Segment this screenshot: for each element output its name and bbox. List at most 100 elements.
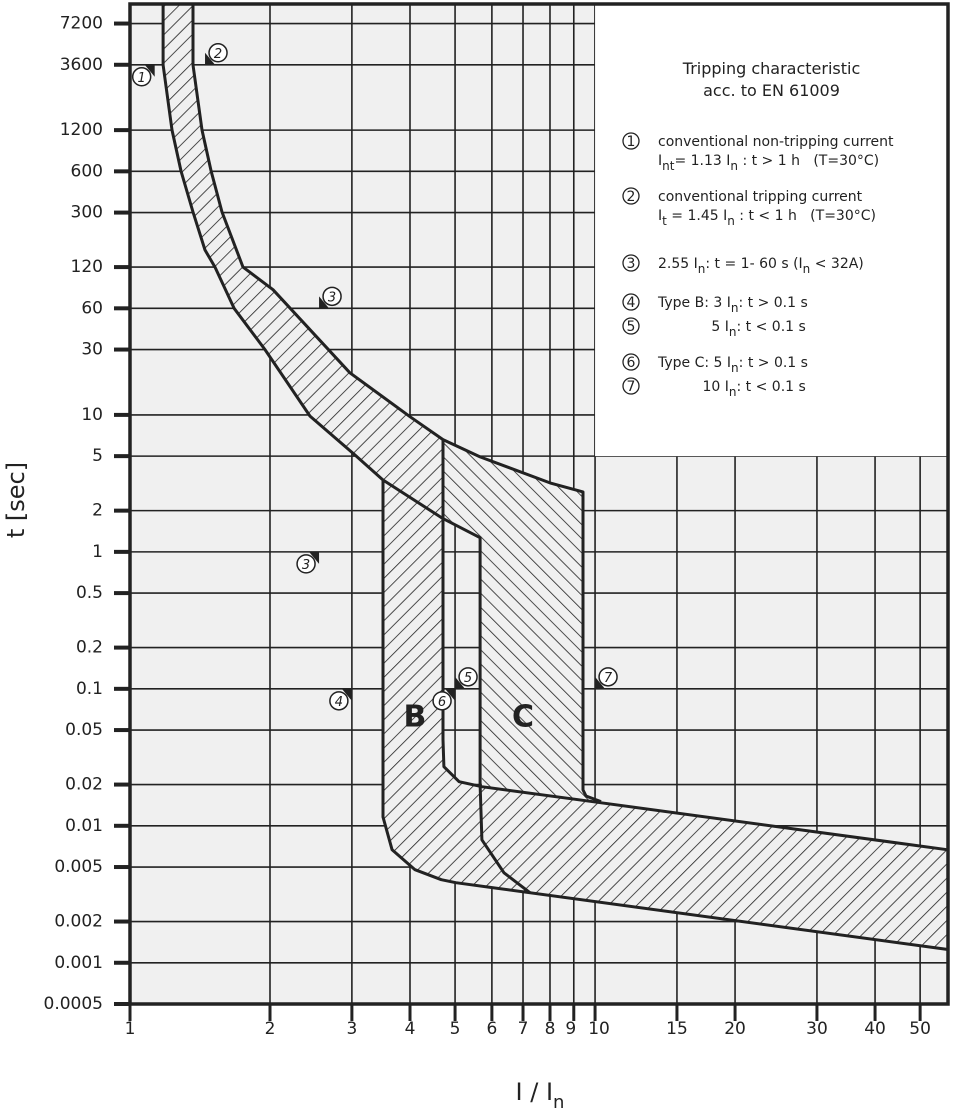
y-tick-label: 0.5 [76,583,103,603]
legend-text-segment: : t < 1 h (T=30°C) [735,208,876,224]
legend-number: 2 [627,189,636,205]
marker-triangle-icon [455,676,466,689]
x-tick-label: 15 [666,1019,688,1039]
legend-text-segment: : t > 0.1 s [739,355,808,371]
legend-item-1: 1 conventional non-tripping current Int= 1… [622,132,894,173]
legend-text-segment: : t < 0.1 s [737,319,806,335]
marker-triangle-icon [595,676,606,689]
legend-text-segment: = 1.13 I [674,153,730,169]
circled-number-icon [322,286,342,307]
circled-number-icon [622,377,640,395]
legend-line: 5 In: t < 0.1 s [658,319,806,339]
circled-number-icon [598,667,618,687]
band-label-B: B [404,699,427,734]
x-tick-label: 50 [909,1019,931,1039]
thermal-lower-limit [161,4,532,894]
subscript: n [729,325,737,339]
legend-item-5: 5 5 In: t < 0.1 s [622,317,806,339]
y-tick-label: 120 [71,257,103,277]
legend-number: 1 [627,134,636,150]
legend-item-4: 4 Type B: 3 In: t > 0.1 s [622,293,808,315]
circled-number-icon [208,43,228,63]
characteristic-curves [161,4,949,951]
circled-number-icon [458,667,478,687]
legend-text-segment: conventional non-tripping current [658,134,894,150]
circled-number-icon [432,691,452,711]
marker-triangle-icon [309,551,320,564]
x-tick-label: 5 [450,1019,461,1039]
y-tick-label: 60 [81,298,103,318]
legend-text-segment: : t > 0.1 s [738,295,807,311]
y-tick-label: 30 [81,340,103,360]
subscript: n [729,385,737,399]
legend-line: It = 1.45 In : t < 1 h (T=30°C) [658,208,876,228]
x-tick-label: 6 [486,1019,497,1039]
annotation-marker-4: 4 [329,688,352,711]
marker-triangle-icon [144,64,155,77]
subscript: n [803,262,811,276]
circled-number-icon [622,254,640,272]
x-tick-label: 40 [864,1019,886,1039]
annotation-marker-2: 2 [205,43,228,65]
legend-title: Tripping characteristic [682,59,861,78]
legend-item-3: 3 2.55 In: t = 1- 60 s (In < 32A) [622,254,864,276]
y-tick-label: 0.05 [65,720,103,740]
x-tick-label: 3 [346,1019,357,1039]
annotation-label: 3 [328,290,336,305]
y-tick-label: 0.01 [65,816,103,836]
annotation-label: 2 [214,47,222,62]
legend-number: 6 [627,355,636,371]
legend-line: conventional tripping current [658,189,863,205]
x-tick-label: 9 [565,1019,576,1039]
legend-text-segment: conventional tripping current [658,189,863,205]
band-label-C: C [512,699,534,734]
legend-text-segment: = 1.45 I [667,208,727,224]
legend-line: conventional non-tripping current [658,134,894,150]
y-tick-label: 0.002 [54,912,103,932]
y-tick-label: 1 [92,542,103,562]
legend-number: 7 [627,379,636,395]
annotation-marker-7: 7 [595,667,618,689]
circled-number-icon [622,132,640,150]
x-tick-label: 20 [724,1019,746,1039]
marker-triangle-icon [205,52,216,65]
subscript: n [727,214,735,228]
subscript: n [730,159,738,173]
legend-text-segment: : t > 1 h (T=30°C) [738,153,879,169]
legend-text-segment: 5 I [658,319,729,335]
circled-number-icon [622,293,640,311]
legend-number: 3 [627,256,636,272]
x-tick-label: 2 [265,1019,276,1039]
x-tick-label: 4 [405,1019,416,1039]
annotation-label: 1 [138,71,146,86]
thermal-upper-limit-c-top [191,4,602,804]
annotations: 1 2 3 3 4 5 6 7 B C [131,43,618,734]
annotation-marker-5: 5 [455,667,478,689]
subscript: t [662,214,667,228]
marker-triangle-icon [445,688,456,701]
legend-title: acc. to EN 61009 [703,81,840,100]
legend-text-segment: Type B: 3 I [657,295,731,311]
type-c-band [443,439,593,802]
annotation-marker-1: 1 [131,64,155,87]
y-tick-label: 300 [71,203,103,223]
y-tick-label: 600 [71,161,103,181]
legend-box [595,4,948,457]
y-tick-label: 0.005 [54,857,103,877]
annotation-label: 4 [335,695,343,710]
marker-triangle-icon [319,296,330,309]
circled-number-icon [131,67,152,87]
circled-number-icon [622,317,640,335]
y-tick-label: 10 [81,405,103,425]
type-b-left-and-lower-limit [381,480,949,951]
legend: Tripping characteristic acc. to EN 61009 1… [595,4,948,457]
y-tick-label: 0.001 [54,953,103,973]
legend-item-7: 7 10 In: t < 0.1 s [622,377,806,399]
circled-number-icon [329,691,349,711]
legend-text-segment: Type C: 5 I [657,355,731,371]
legend-line: Type B: 3 In: t > 0.1 s [657,295,808,315]
legend-text-segment: 2.55 I [658,256,698,272]
legend-text-segment: : t = 1- 60 s (I [705,256,802,272]
